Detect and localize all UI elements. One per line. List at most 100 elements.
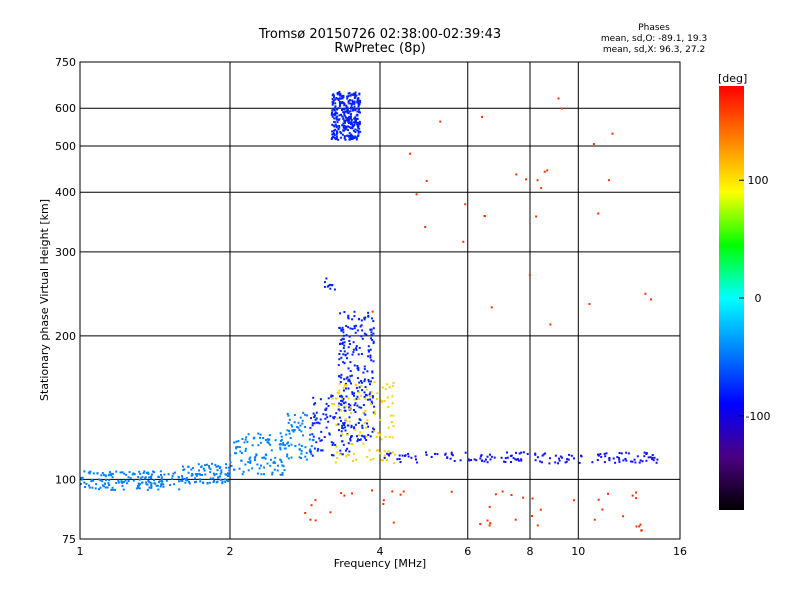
data-point	[342, 422, 345, 425]
data-point	[311, 433, 314, 436]
data-point	[283, 469, 286, 472]
data-point	[339, 101, 342, 104]
colorbar: [deg] 100 0 -100	[718, 72, 770, 510]
data-point	[349, 370, 352, 372]
data-point	[219, 475, 222, 478]
data-point	[351, 134, 354, 137]
data-point	[87, 484, 90, 487]
data-point	[616, 456, 619, 459]
data-point	[310, 417, 312, 420]
data-point	[385, 459, 388, 461]
data-point	[340, 376, 343, 379]
data-point	[391, 436, 394, 439]
data-point	[135, 487, 138, 490]
x-tick-label: 8	[527, 545, 534, 558]
data-point	[243, 441, 246, 444]
data-point	[515, 458, 518, 461]
data-point	[501, 490, 504, 493]
data-point	[124, 479, 127, 482]
data-point	[338, 126, 341, 129]
data-point	[127, 479, 130, 482]
data-point	[367, 380, 370, 383]
x-tick-label: 6	[464, 545, 471, 558]
plot-frame	[79, 61, 681, 540]
data-point	[157, 488, 160, 491]
data-point	[136, 485, 139, 487]
data-point	[647, 456, 650, 459]
data-point	[343, 424, 345, 426]
data-point	[138, 470, 141, 473]
data-point	[376, 392, 379, 395]
data-point	[201, 474, 204, 476]
data-point	[534, 452, 537, 455]
phases-x-stats: mean, sd,X: 96.3, 27.2	[602, 45, 706, 55]
data-point	[260, 464, 262, 467]
x-tick-label: 16	[673, 545, 687, 558]
data-point	[446, 456, 449, 459]
data-point	[341, 453, 344, 456]
data-point	[361, 337, 364, 340]
data-point	[332, 99, 335, 102]
data-point	[349, 361, 352, 364]
data-point	[248, 458, 251, 460]
data-point	[362, 404, 365, 406]
data-point	[349, 375, 352, 378]
data-point	[84, 486, 86, 488]
data-point	[340, 356, 343, 359]
data-point	[450, 453, 453, 456]
data-point	[358, 381, 361, 384]
data-point	[592, 143, 595, 145]
data-point	[253, 456, 256, 459]
data-point	[635, 525, 638, 528]
data-point	[504, 457, 507, 460]
data-point	[338, 125, 341, 127]
data-point	[334, 128, 337, 131]
data-point	[342, 386, 345, 389]
data-point	[276, 469, 279, 472]
data-point	[123, 480, 126, 483]
data-point	[117, 479, 120, 482]
data-point	[373, 381, 376, 384]
data-point	[367, 311, 370, 314]
data-point	[351, 127, 354, 130]
data-point	[357, 97, 360, 100]
data-point	[354, 331, 357, 334]
data-point	[356, 129, 359, 132]
phases-o-stats: mean, sd,O: -89.1, 19.3	[600, 34, 708, 44]
data-point	[381, 401, 384, 404]
data-point	[377, 432, 380, 435]
data-point	[334, 123, 337, 126]
data-point	[213, 474, 216, 477]
data-point	[504, 461, 507, 463]
data-point	[624, 457, 627, 460]
data-point	[490, 306, 493, 309]
data-point	[153, 482, 156, 485]
data-point	[332, 442, 335, 445]
data-point	[608, 459, 611, 462]
data-point	[325, 402, 328, 405]
data-point	[262, 437, 265, 439]
data-point	[479, 523, 482, 525]
data-point	[304, 455, 307, 458]
data-point	[195, 474, 198, 477]
data-point	[378, 434, 381, 437]
data-point	[387, 450, 390, 453]
data-point	[194, 481, 196, 484]
data-point	[407, 452, 410, 455]
data-point	[349, 404, 352, 407]
data-point	[354, 121, 357, 124]
data-point	[298, 443, 301, 446]
data-point	[353, 137, 355, 140]
data-point	[355, 348, 358, 351]
data-point	[372, 320, 375, 323]
data-point	[377, 449, 380, 452]
data-point	[103, 482, 106, 485]
data-point	[339, 130, 342, 133]
data-point	[327, 420, 330, 423]
data-point	[354, 107, 357, 110]
data-point	[338, 97, 341, 100]
data-point	[651, 458, 654, 461]
data-point	[354, 91, 357, 94]
data-point	[186, 479, 189, 482]
data-point	[494, 493, 497, 496]
